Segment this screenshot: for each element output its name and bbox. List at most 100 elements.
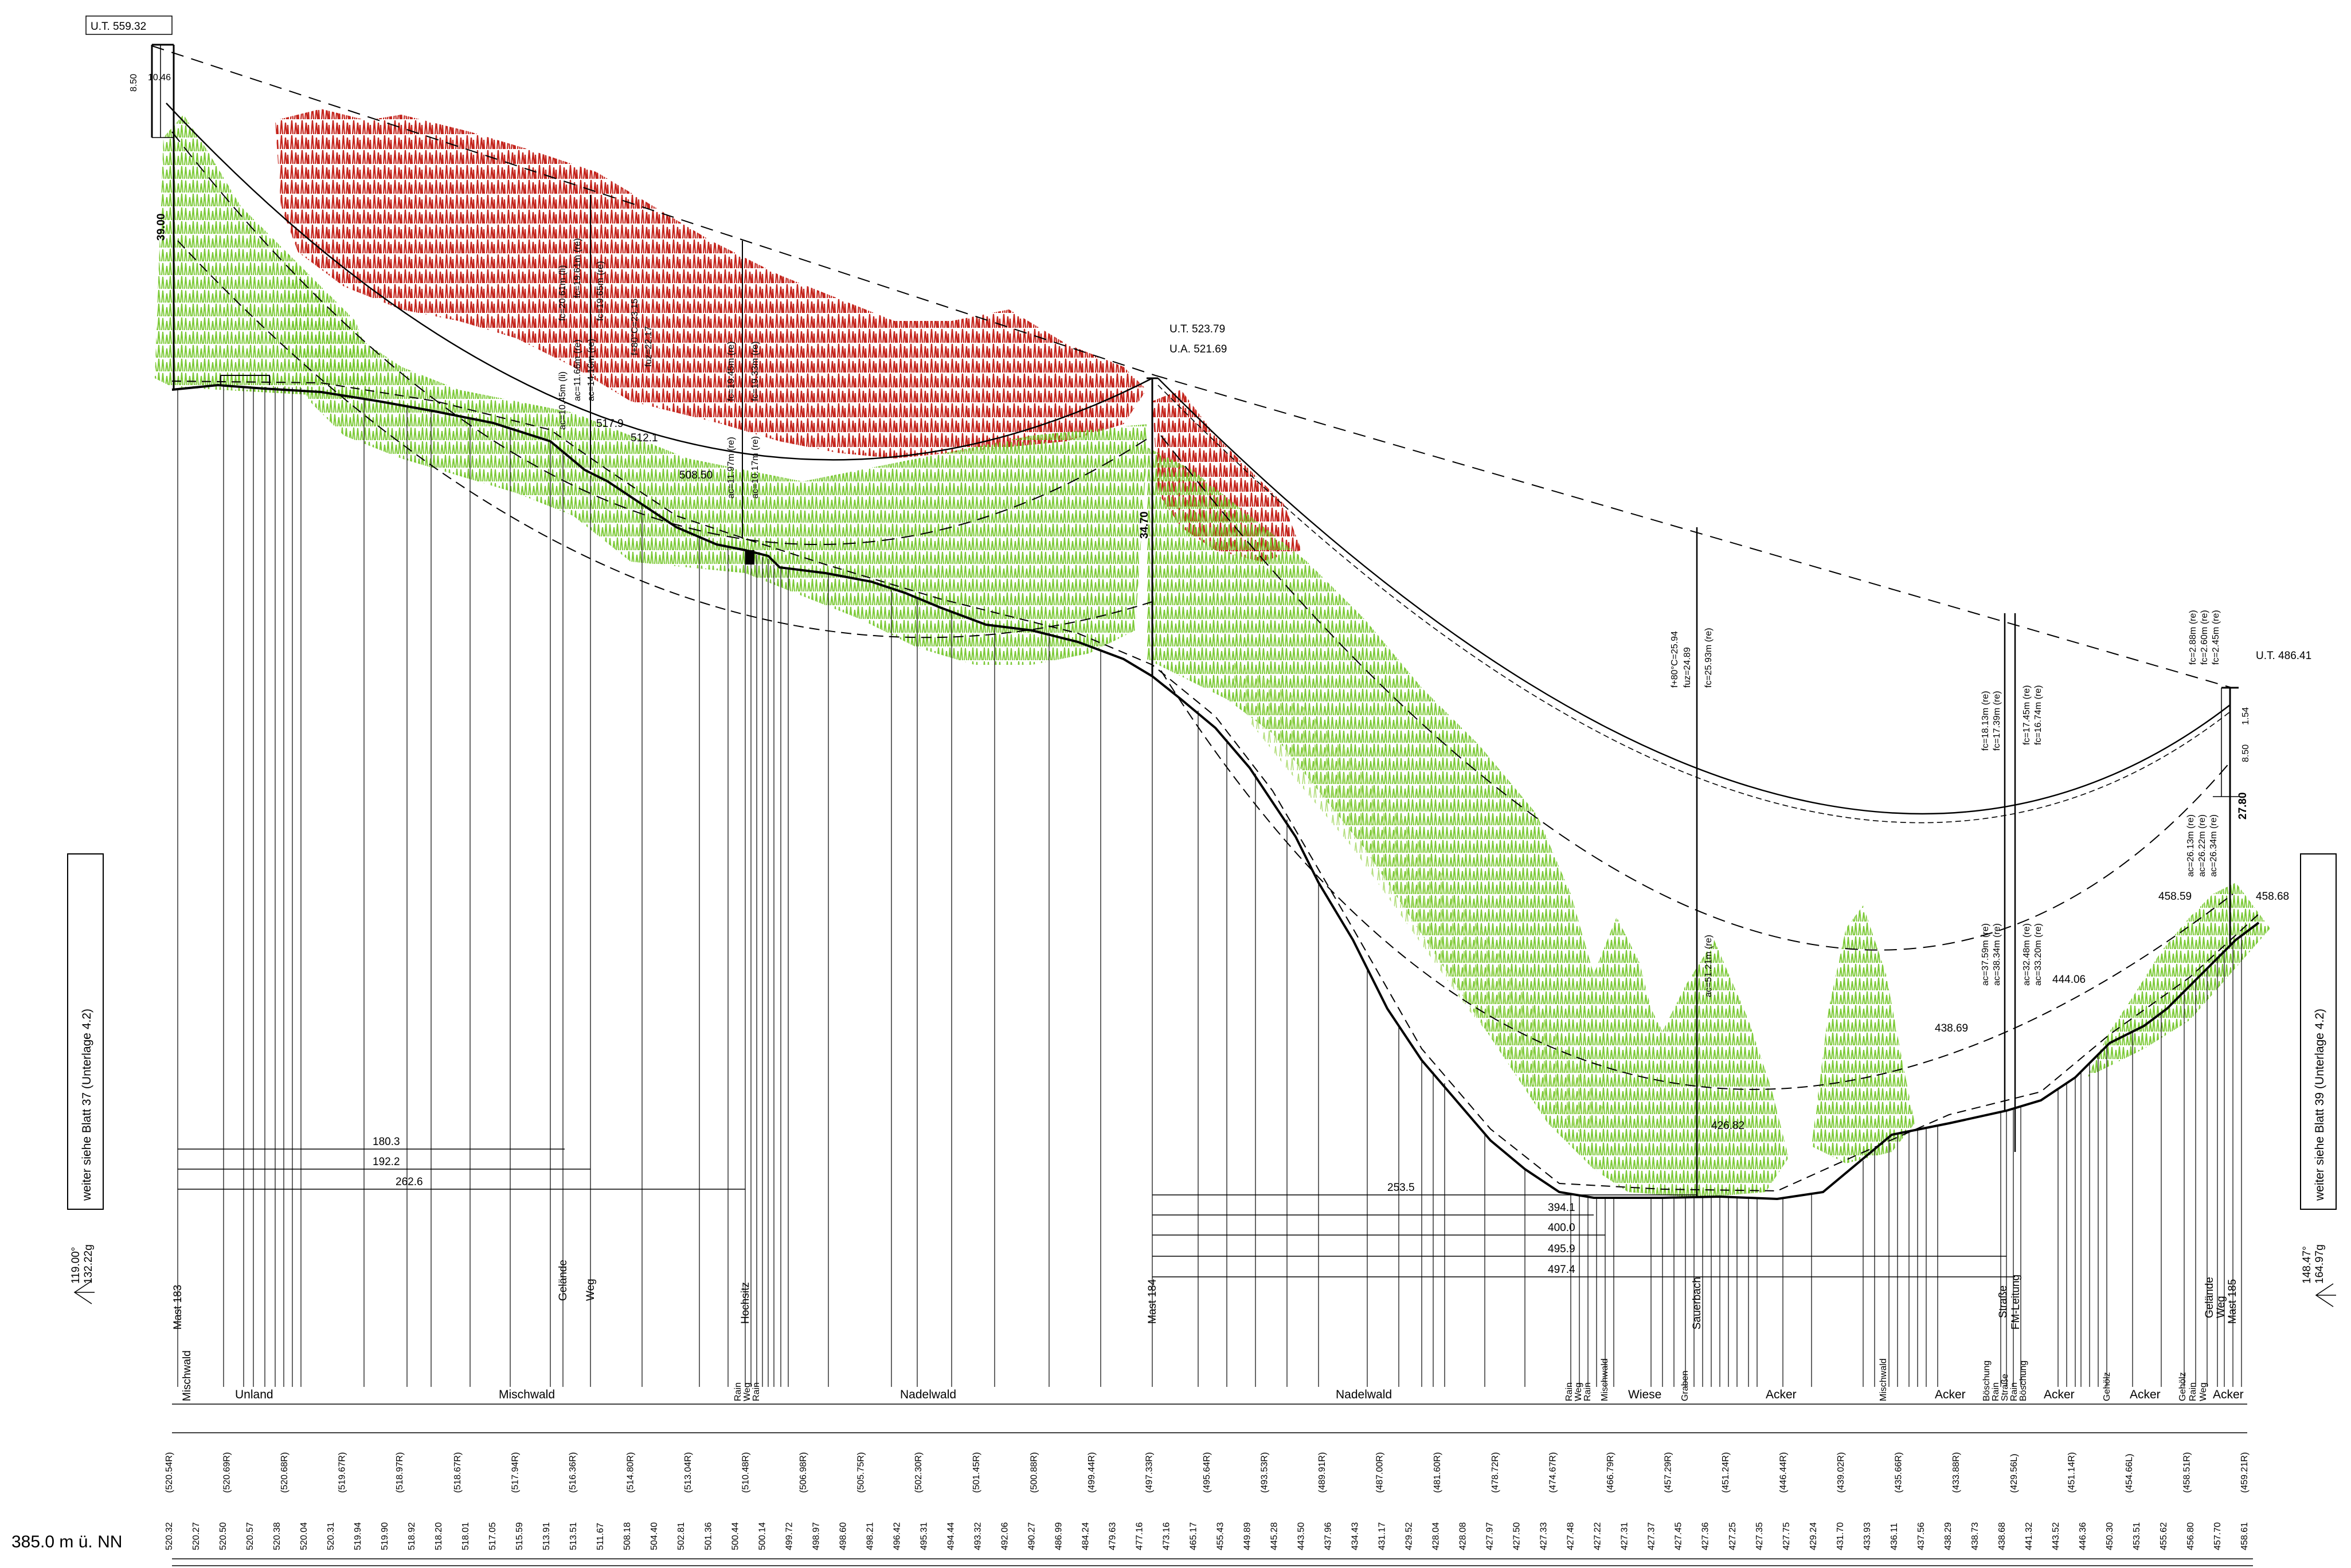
ground-elevation: 511.67 bbox=[596, 1523, 605, 1550]
ground-elevation: 428.08 bbox=[1458, 1522, 1468, 1550]
clearance-label: fuz=24.89 bbox=[1683, 647, 1692, 688]
clearance-label: fc=16.74m (re) bbox=[2033, 685, 2043, 745]
land-use-label: Böschung bbox=[2019, 1361, 2028, 1401]
land-use-label: Böschung bbox=[1982, 1361, 1992, 1401]
tower-183-ut-label: U.T. 559.32 bbox=[91, 21, 146, 33]
ground-elevation: 520.57 bbox=[245, 1522, 255, 1550]
ground-elevation: 455.43 bbox=[1216, 1522, 1226, 1550]
ground-elevation: 520.31 bbox=[326, 1522, 336, 1550]
ground-elevation: 500.44 bbox=[730, 1522, 740, 1550]
distance-label: 192.2 bbox=[373, 1156, 400, 1168]
elevation-note: (517.94R) bbox=[510, 1452, 520, 1493]
left-reference-text: weiter siehe Blatt 37 (Unterlage 4.2) bbox=[80, 1009, 93, 1201]
distance-label: 253.5 bbox=[1387, 1182, 1415, 1194]
ground-elevation: 499.72 bbox=[784, 1522, 794, 1550]
ground-elevation: 477.16 bbox=[1135, 1522, 1145, 1550]
land-use-label: Nadelwald bbox=[1336, 1388, 1392, 1401]
distance-dimensions bbox=[172, 1148, 2253, 1566]
span1-clearance-curve bbox=[177, 240, 1153, 638]
ground-elevation: 427.33 bbox=[1539, 1522, 1549, 1550]
land-use-label: Wiese bbox=[1628, 1388, 1661, 1401]
land-use-label: Rain bbox=[752, 1382, 761, 1401]
ground-elevation: 519.90 bbox=[380, 1522, 390, 1550]
ground-elevation: 427.50 bbox=[1512, 1522, 1522, 1550]
clearance-label: fc=19.33m (re) bbox=[750, 342, 760, 401]
clearance-label: fc=19.65m (re) bbox=[596, 261, 605, 321]
sag-line-span1 bbox=[590, 195, 743, 539]
elevation-note: (497.33R) bbox=[1144, 1452, 1154, 1493]
crossing-label: Sauerbach bbox=[1691, 1277, 1703, 1330]
datum-label: 385.0 m ü. NN bbox=[11, 1532, 122, 1551]
ground-elevation: 518.20 bbox=[434, 1522, 444, 1550]
elevation-note: (520.54R) bbox=[165, 1452, 174, 1493]
terrain-line bbox=[171, 383, 2260, 1201]
tower-labels: U.T. 559.32 10.46 8.50 39.00 U.T. 523.79… bbox=[85, 15, 2311, 820]
elevation-note: (481.60R) bbox=[1433, 1452, 1442, 1493]
ground-elevation: 429.24 bbox=[1809, 1522, 1818, 1550]
ground-elevation: 479.63 bbox=[1108, 1522, 1118, 1550]
tower-label: Mast 184 bbox=[1147, 1279, 1159, 1324]
ground-elevation: 520.32 bbox=[165, 1522, 174, 1550]
elevation-note: (433.88R) bbox=[1951, 1452, 1961, 1493]
ground-elevation-band: 520.32 520.27 520.50 520.57 520.38 520.04 520.… bbox=[165, 1522, 2250, 1550]
distance-label: 394.1 bbox=[1548, 1202, 1575, 1214]
ground-elevation: 517.05 bbox=[488, 1522, 498, 1550]
ground-elevation: 431.70 bbox=[1836, 1522, 1845, 1550]
elevation-note: (429.56L) bbox=[2009, 1454, 2019, 1493]
clearance-label: fc=19.45m (re) bbox=[726, 342, 736, 401]
right-reference-box bbox=[2300, 853, 2337, 1210]
ground-elevation: 465.17 bbox=[1189, 1522, 1199, 1550]
clearance-label: fc=20.61m (li) bbox=[558, 265, 568, 321]
crossing-label: Gelände bbox=[2204, 1277, 2216, 1318]
right-reference-text: weiter siehe Blatt 39 (Unterlage 4.2) bbox=[2313, 1009, 2326, 1201]
ground-elevation: 446.36 bbox=[2078, 1522, 2088, 1550]
elevation-note: (459.21R) bbox=[2240, 1452, 2250, 1493]
ground-elevation: 508.18 bbox=[623, 1522, 632, 1550]
ground-elevation: 428.04 bbox=[1431, 1522, 1441, 1550]
tower-184-ut-label: U.T. 523.79 bbox=[1169, 323, 1225, 335]
span1-sag-curve bbox=[171, 131, 1153, 546]
ground-elevation: 441.32 bbox=[2024, 1522, 2034, 1550]
distance-label: 495.9 bbox=[1548, 1243, 1575, 1255]
land-use-label: Mischwald bbox=[499, 1388, 555, 1401]
land-use-label: Acker bbox=[2130, 1388, 2161, 1401]
left-angle-icon bbox=[73, 1280, 95, 1304]
crossing-labels: Mast 183 Gelände Weg Hochsitz Mast 184 S… bbox=[172, 1260, 2239, 1330]
span2-conductor bbox=[1157, 378, 2231, 815]
ground-elevation: 438.68 bbox=[1997, 1522, 2007, 1550]
clearance-label: fc=17.39m (re) bbox=[1992, 691, 2002, 751]
ground-elevation: 502.81 bbox=[676, 1522, 686, 1550]
land-use-band-lines bbox=[172, 1404, 2247, 1433]
clearance-label: f+80°C=23.15 bbox=[630, 299, 640, 355]
tower-183-ut-box bbox=[85, 15, 173, 35]
span2-conductor-double bbox=[1157, 385, 2231, 824]
tower-184-ua-label: U.A. 521.69 bbox=[1169, 343, 1227, 355]
ground-elevation: 458.61 bbox=[2240, 1522, 2250, 1550]
land-use-label: Mischwald bbox=[1600, 1358, 1610, 1401]
ground-elevation: 427.45 bbox=[1674, 1522, 1684, 1550]
elevation-note: (516.36R) bbox=[568, 1452, 578, 1493]
ground-elevation: 455.62 bbox=[2159, 1522, 2169, 1550]
vegetation-green-hill-b bbox=[2087, 883, 2270, 1077]
span1-conductor bbox=[166, 103, 1153, 461]
ground-elevation: 427.35 bbox=[1755, 1522, 1765, 1550]
ground-elevation: 453.51 bbox=[2132, 1522, 2142, 1550]
land-use-label: Gehölz bbox=[2102, 1372, 2112, 1401]
clearance-label: ac=26.22m (re) bbox=[2197, 814, 2207, 877]
ground-elevation: 434.43 bbox=[1351, 1522, 1360, 1550]
tower-183-dim-side: 8.50 bbox=[129, 74, 139, 92]
elevation-note: (520.69R) bbox=[222, 1452, 232, 1493]
tower-183-dim bbox=[152, 45, 174, 138]
ground-elevation: 436.11 bbox=[1890, 1523, 1899, 1550]
land-use-label: Graben bbox=[1680, 1371, 1690, 1401]
span2-clearance-curve bbox=[1160, 670, 2233, 1090]
elevation-note: (454.66L) bbox=[2125, 1454, 2134, 1493]
clearance-label: fc=25.93m (re) bbox=[1704, 628, 1714, 688]
clearance-label: ac=32.48m (re) bbox=[2022, 923, 2032, 986]
elevation-note: (518.67R) bbox=[453, 1452, 463, 1493]
tower-185-height: 27.80 bbox=[2237, 792, 2249, 820]
vegetation-green-hill-a bbox=[1812, 905, 1915, 1163]
right-angle-icon bbox=[2315, 1283, 2336, 1307]
distance-label: 180.3 bbox=[373, 1136, 400, 1148]
